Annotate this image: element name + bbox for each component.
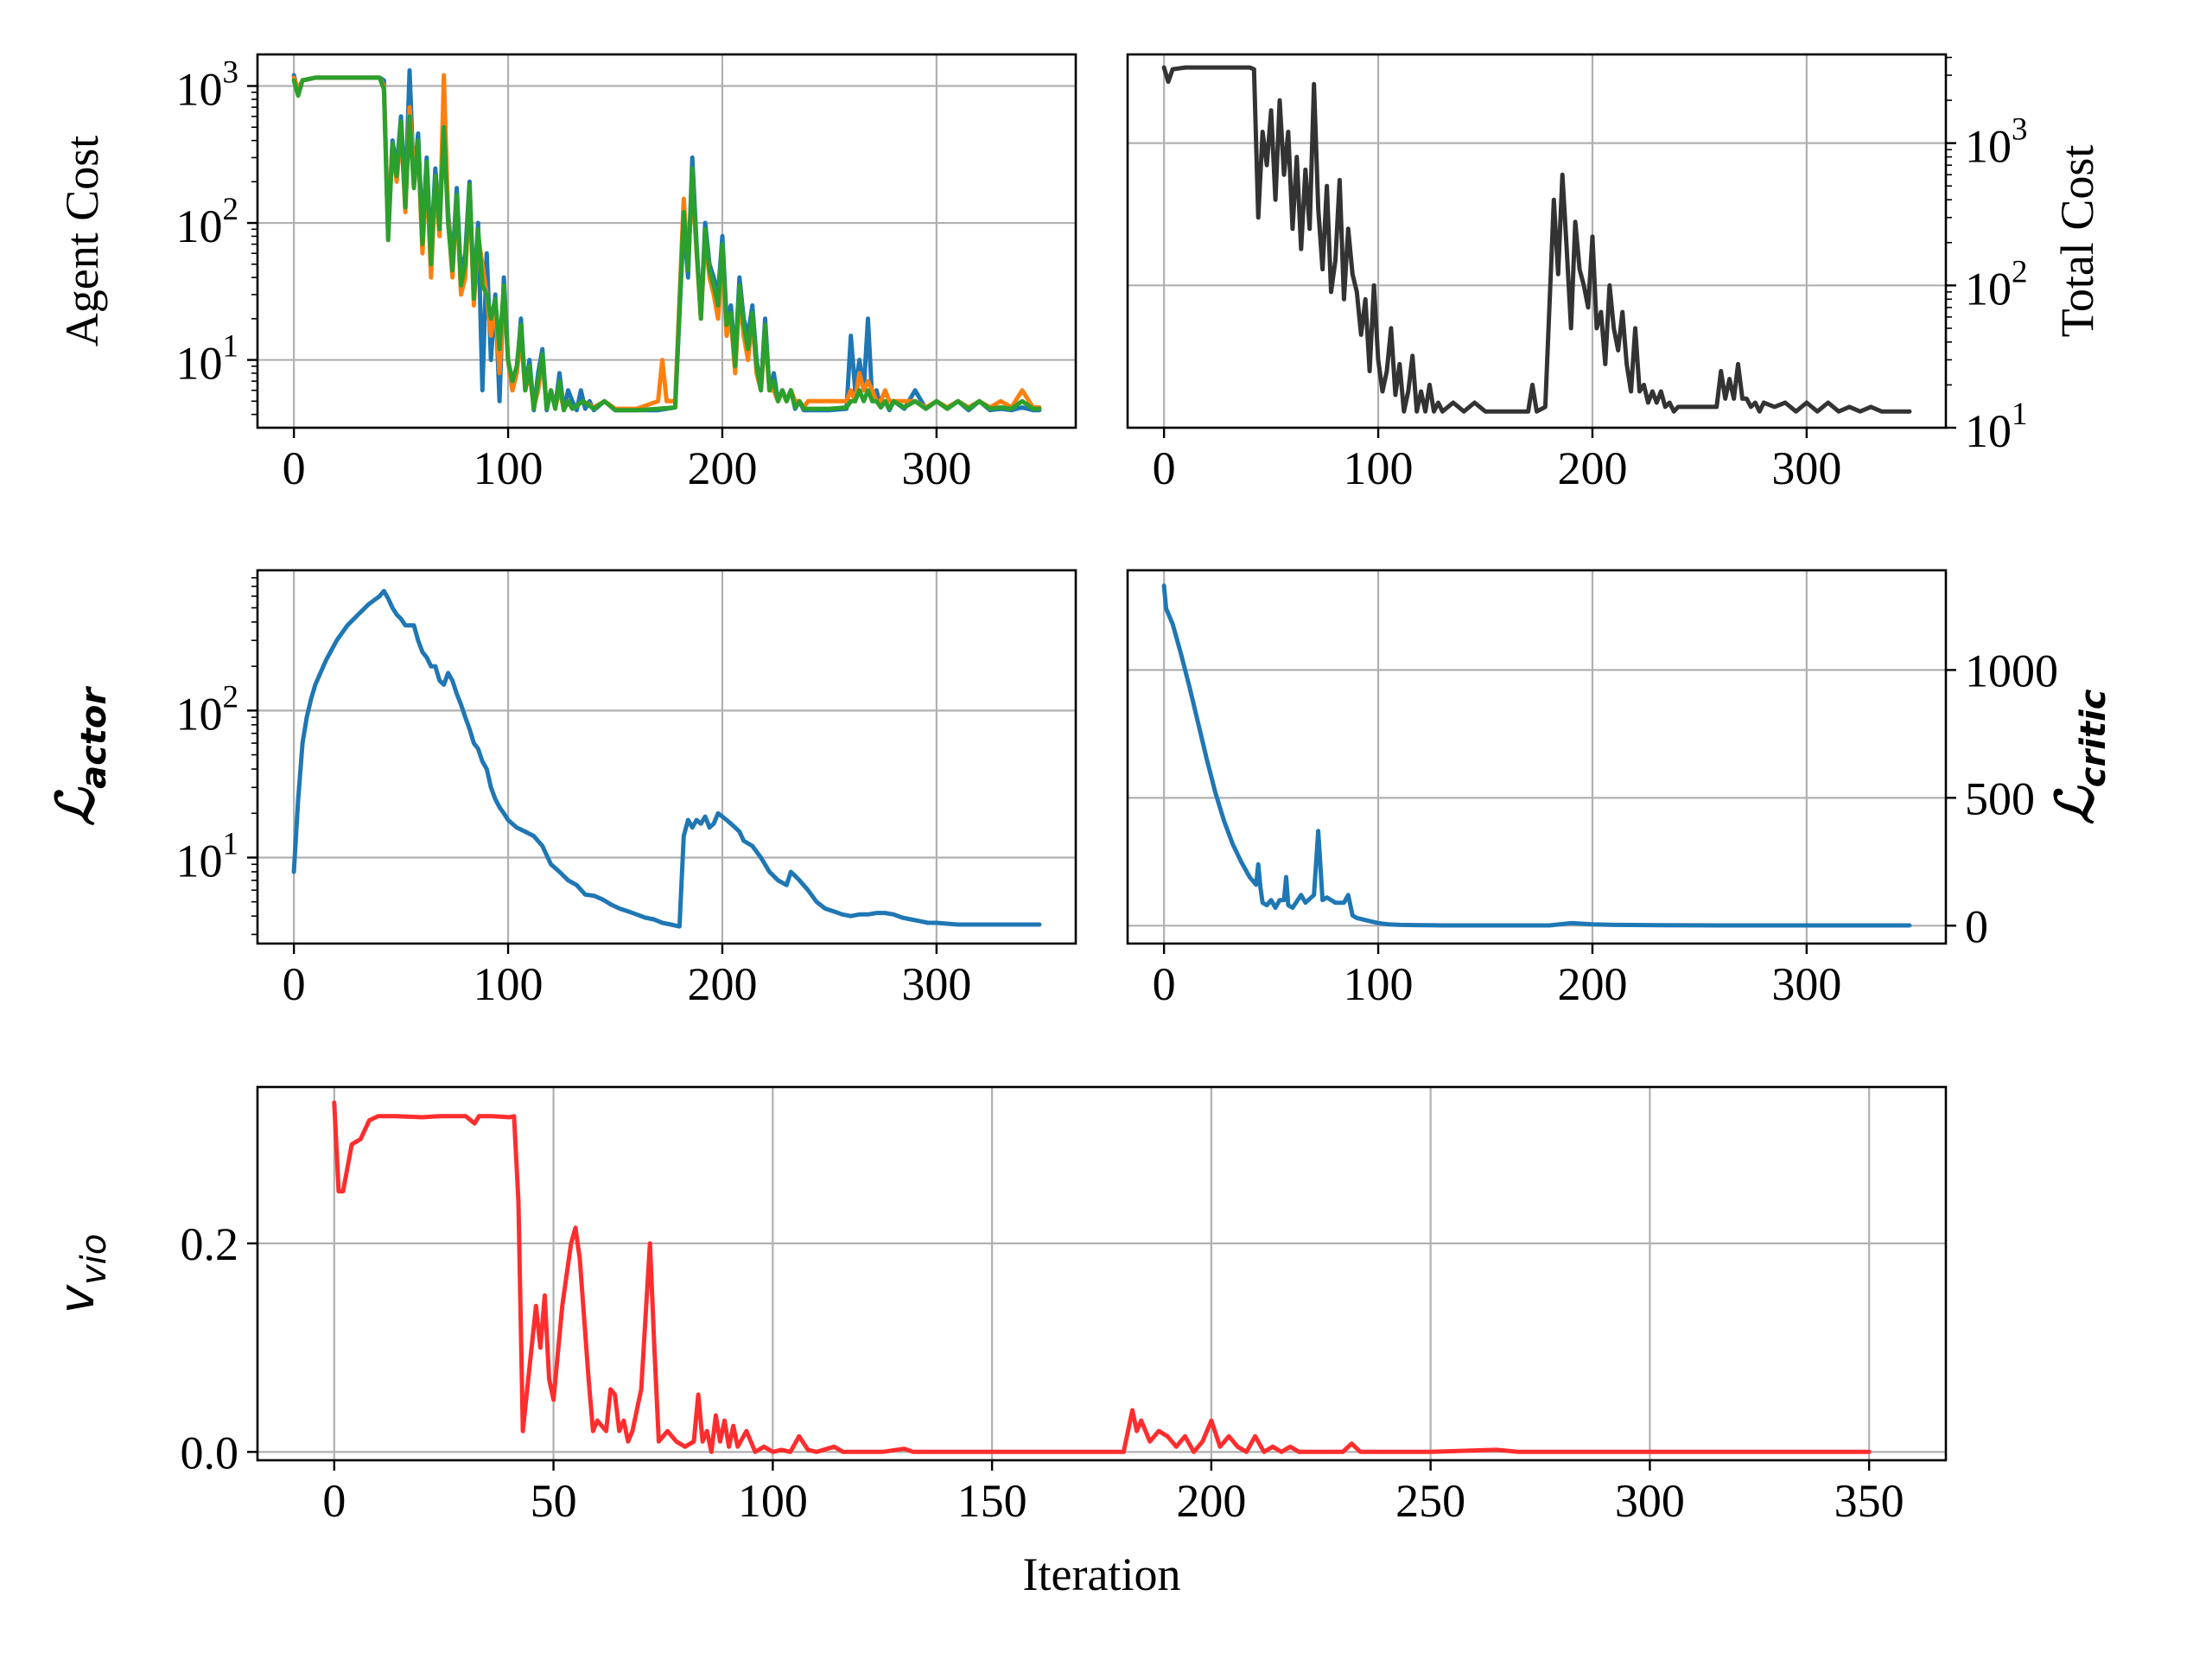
- y-tick-exponent: 2: [223, 192, 239, 227]
- series-group: [332, 1100, 1872, 1454]
- y-tick-exponent: 3: [2012, 112, 2028, 148]
- x-tick-label: 0: [283, 442, 306, 494]
- series-line: [1161, 583, 1912, 928]
- x-tick-label: 300: [1615, 1475, 1685, 1527]
- series-group: [1161, 583, 1912, 928]
- y-tick-label: 101: [176, 826, 239, 887]
- y-tick-label: 0.0: [181, 1427, 239, 1478]
- x-tick-label: 300: [1771, 442, 1841, 494]
- y-tick-base: 10: [176, 835, 223, 887]
- x-tick-label: 50: [531, 1475, 577, 1527]
- x-tick-label: 100: [738, 1475, 808, 1527]
- series-group: [291, 68, 1042, 413]
- x-tick-label: 200: [1557, 442, 1627, 494]
- y-tick-label: 103: [1965, 112, 2028, 173]
- x-tick-label: 100: [474, 442, 543, 494]
- y-tick-exponent: 2: [2012, 254, 2028, 289]
- y-tick-label: 0.2: [181, 1218, 239, 1270]
- x-tick-label: 200: [687, 442, 757, 494]
- x-tick-label: 150: [957, 1475, 1027, 1527]
- x-tick-label: 200: [1176, 1475, 1246, 1527]
- series-group: [1161, 65, 1912, 414]
- y-tick-label: 103: [176, 55, 239, 116]
- y-tick-base: 10: [1965, 121, 2012, 173]
- y-axis-title-main: ℒ: [2045, 785, 2106, 824]
- y-axis-title: Total Cost: [2051, 145, 2103, 338]
- x-tick-label: 200: [687, 958, 757, 1010]
- y-axis-title-subscript: actor: [74, 686, 114, 789]
- plot-frame: [1126, 53, 1948, 429]
- y-axis-title-main: ℒ: [46, 786, 106, 826]
- x-tick-label: 0: [1153, 958, 1176, 1010]
- y-tick-base: 10: [1965, 405, 2012, 457]
- y-tick-label: 500: [1965, 772, 2035, 824]
- series-line: [1161, 65, 1912, 414]
- grid: [257, 54, 1076, 428]
- y-tick-label: 102: [176, 192, 239, 252]
- y-tick-exponent: 3: [223, 55, 239, 91]
- y-tick-label: 101: [176, 329, 239, 390]
- y-tick-base: 10: [176, 688, 223, 740]
- x-tick-label: 350: [1834, 1475, 1904, 1527]
- y-tick-label: 102: [1965, 254, 2028, 315]
- plot-frame: [256, 1085, 1948, 1462]
- x-tick-label: 0: [283, 958, 306, 1010]
- y-axis-title: ℒcritic: [2045, 689, 2113, 824]
- y-axis-title-main: v: [49, 1284, 105, 1313]
- plot-frame: [256, 53, 1077, 429]
- y-axis-title: Agent Cost: [56, 136, 108, 347]
- y-axis-title: vvio: [49, 1234, 114, 1313]
- y-axis-title-subscript: vio: [74, 1234, 114, 1285]
- y-tick-exponent: 1: [223, 826, 239, 861]
- series-line: [291, 588, 1042, 929]
- x-tick-label: 300: [901, 958, 971, 1010]
- y-tick-label: 101: [1965, 397, 2028, 457]
- plot-frame: [256, 569, 1077, 945]
- y-tick-label: 0: [1965, 900, 1988, 952]
- x-tick-label: 0: [322, 1475, 346, 1527]
- x-tick-label: 200: [1557, 958, 1627, 1010]
- y-tick-label: 1000: [1965, 645, 2058, 696]
- x-tick-label: 100: [1344, 958, 1414, 1010]
- y-tick-label: 102: [176, 679, 239, 740]
- y-tick-exponent: 1: [2012, 397, 2028, 432]
- y-tick-exponent: 2: [223, 679, 239, 715]
- grid: [257, 570, 1076, 944]
- y-tick-base: 10: [1965, 263, 2012, 315]
- y-tick-base: 10: [176, 200, 223, 252]
- grid: [257, 1087, 1946, 1460]
- y-tick-base: 10: [176, 338, 223, 390]
- y-tick-exponent: 1: [223, 329, 239, 365]
- x-tick-label: 0: [1153, 442, 1176, 494]
- y-tick-base: 10: [176, 64, 223, 116]
- y-axis-title-subscript: critic: [2074, 689, 2113, 787]
- series-line: [332, 1100, 1872, 1454]
- series-group: [291, 588, 1042, 929]
- x-tick-label: 250: [1395, 1475, 1465, 1527]
- plot-frame: [1126, 569, 1948, 945]
- x-tick-label: 300: [901, 442, 971, 494]
- x-axis-title: Iteration: [1023, 1548, 1181, 1600]
- series-line: [291, 75, 1042, 413]
- x-tick-label: 100: [1344, 442, 1414, 494]
- x-tick-label: 300: [1771, 958, 1841, 1010]
- x-tick-label: 100: [474, 958, 543, 1010]
- y-axis-title: ℒactor: [46, 686, 114, 827]
- violation-panel: 0 50 100 150 200 250 300 350 0.0 0.2 vvio Iteration: [49, 1085, 1948, 1600]
